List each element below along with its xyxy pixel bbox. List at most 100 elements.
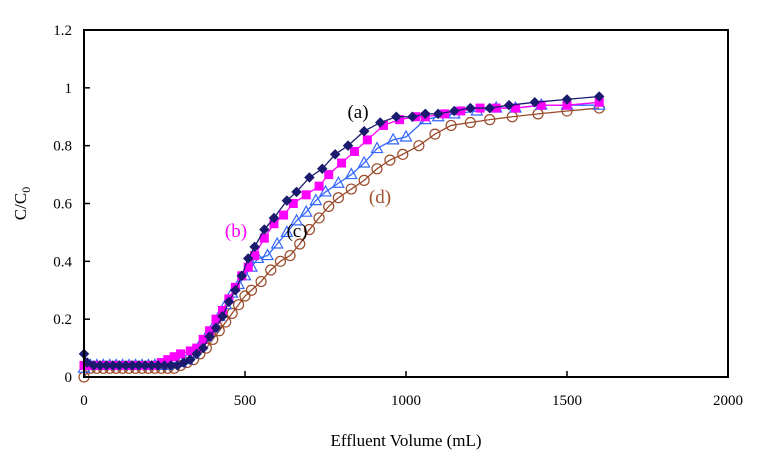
data-point [594,97,604,107]
data-point [288,199,298,208]
y-tick-label: 1.2 [53,23,72,39]
x-tick-label: 1000 [391,393,421,409]
y-tick-label: 0.2 [53,312,72,328]
data-point [205,326,215,336]
data-point [395,115,405,125]
data-point [185,346,195,356]
data-point [384,154,396,166]
data-point [304,172,315,183]
series-label-layer: (a) (b) (c) (d) [225,102,391,242]
y-tick-label: 0.6 [53,197,72,213]
data-point [197,342,209,354]
data-point [407,111,418,123]
data-point [329,148,341,160]
data-point [358,174,370,186]
tick-layer: 0 500 1000 1500 2000 0 0.2 0.4 0.6 0.8 1 1.2 [53,23,743,409]
data-point [386,132,400,145]
data-point [291,186,302,198]
data-point [464,116,476,129]
data-point [281,195,293,206]
y-tick-label: 0.4 [53,254,72,270]
x-tick-label: 0 [80,393,88,409]
data-point [357,155,371,168]
data-point [503,99,515,111]
data-point [593,91,605,102]
data-point [163,355,173,365]
data-point [274,255,287,267]
data-point [324,170,334,180]
data-point [255,275,267,288]
data-point [198,334,208,344]
data-point [156,358,166,368]
data-point [318,184,333,197]
data-point [337,158,347,168]
data-point [456,106,466,116]
data-point [429,128,441,140]
data-point [399,129,413,142]
x-tick-label: 2000 [713,393,743,409]
data-point [448,105,460,117]
data-point [323,200,335,212]
data-point [397,148,409,160]
data-point [258,224,270,235]
data-point [309,193,323,206]
data-point [358,125,370,137]
data-point [344,167,358,180]
data-point [371,163,383,175]
data-point [484,114,496,126]
data-point [191,348,203,360]
data-point [316,163,328,175]
data-point [561,94,573,105]
data-point [378,120,388,130]
data-point [236,270,248,282]
data-point [280,225,294,238]
data-point [484,102,496,114]
data-point [265,264,277,276]
x-tick-label: 1500 [552,393,582,409]
data-point [232,299,245,311]
data-point [242,253,254,264]
data-point [169,352,179,362]
data-point [250,251,260,261]
series-label-b: (b) [225,221,247,242]
data-point [303,223,315,236]
data-point [261,248,275,261]
data-point [432,108,444,120]
data-point [445,119,457,132]
y-tick-label: 0.8 [53,139,72,155]
data-point [314,181,324,191]
data-point [536,100,546,110]
data-point [223,296,235,308]
data-point [465,102,476,114]
data-point [413,140,425,152]
data-point [345,183,357,195]
data-point [259,233,269,243]
data-point [249,241,261,253]
series-label-c: (c) [286,221,307,242]
data-point [491,103,501,113]
data-point [210,322,222,334]
data-point [529,96,541,108]
data-point [176,349,186,359]
data-point [370,141,384,154]
data-point [192,343,202,353]
x-tick-label: 500 [234,393,257,409]
data-point [239,290,251,302]
data-point [349,146,359,156]
data-point [245,284,258,296]
data-point [243,262,253,272]
data-point [390,111,402,123]
y-tick-label: 0 [65,370,73,386]
data-point [299,204,313,217]
x-axis-title: Effluent Volume (mL) [330,431,481,450]
data-point [211,314,221,324]
data-point [229,284,241,296]
data-point [342,140,354,152]
data-point [313,212,325,224]
series-layer [77,91,606,383]
data-point [284,249,296,262]
data-point [301,190,311,200]
data-point [374,117,386,128]
data-point [204,331,215,342]
